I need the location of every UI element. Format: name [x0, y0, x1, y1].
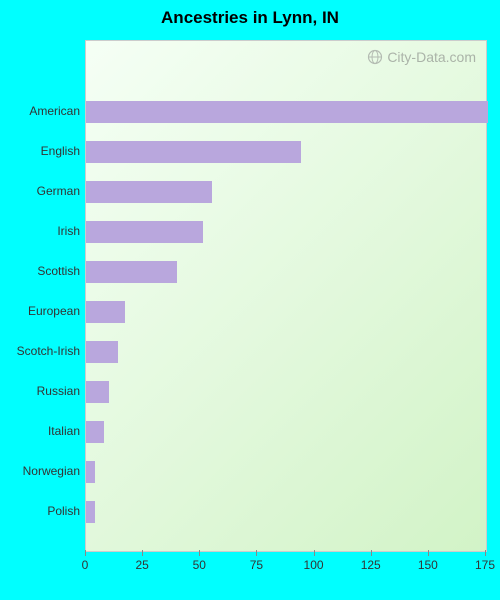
x-tick-label: 0: [82, 558, 89, 572]
x-tick-label: 175: [475, 558, 495, 572]
globe-icon: [367, 49, 383, 65]
bar: [86, 421, 104, 443]
bar: [86, 181, 212, 203]
x-tick-label: 150: [418, 558, 438, 572]
watermark-text: City-Data.com: [387, 49, 476, 65]
x-tick: [314, 550, 315, 556]
y-axis-label: Italian: [5, 420, 80, 442]
bar: [86, 341, 118, 363]
y-axis-label: Scotch-Irish: [5, 340, 80, 362]
x-tick-label: 125: [361, 558, 381, 572]
x-tick-label: 100: [304, 558, 324, 572]
y-axis-label: Russian: [5, 380, 80, 402]
x-tick-label: 75: [250, 558, 263, 572]
x-tick: [85, 550, 86, 556]
x-tick: [428, 550, 429, 556]
x-tick: [371, 550, 372, 556]
bar: [86, 301, 125, 323]
x-tick: [256, 550, 257, 556]
x-tick-label: 50: [193, 558, 206, 572]
y-axis-label: Scottish: [5, 260, 80, 282]
y-axis-label: European: [5, 300, 80, 322]
y-axis-label: American: [5, 100, 80, 122]
bar: [86, 101, 488, 123]
x-tick: [199, 550, 200, 556]
x-tick: [142, 550, 143, 556]
y-axis-label: Irish: [5, 220, 80, 242]
bar: [86, 461, 95, 483]
bar: [86, 501, 95, 523]
watermark: City-Data.com: [367, 49, 476, 65]
x-tick: [485, 550, 486, 556]
y-axis-label: English: [5, 140, 80, 162]
bar: [86, 261, 177, 283]
plot-area: City-Data.com: [85, 40, 487, 552]
chart-title: Ancestries in Lynn, IN: [0, 0, 500, 28]
bar: [86, 141, 301, 163]
bar: [86, 381, 109, 403]
y-axis-label: Polish: [5, 500, 80, 522]
y-axis-label: German: [5, 180, 80, 202]
y-axis-label: Norwegian: [5, 460, 80, 482]
x-tick-label: 25: [135, 558, 148, 572]
bar: [86, 221, 203, 243]
